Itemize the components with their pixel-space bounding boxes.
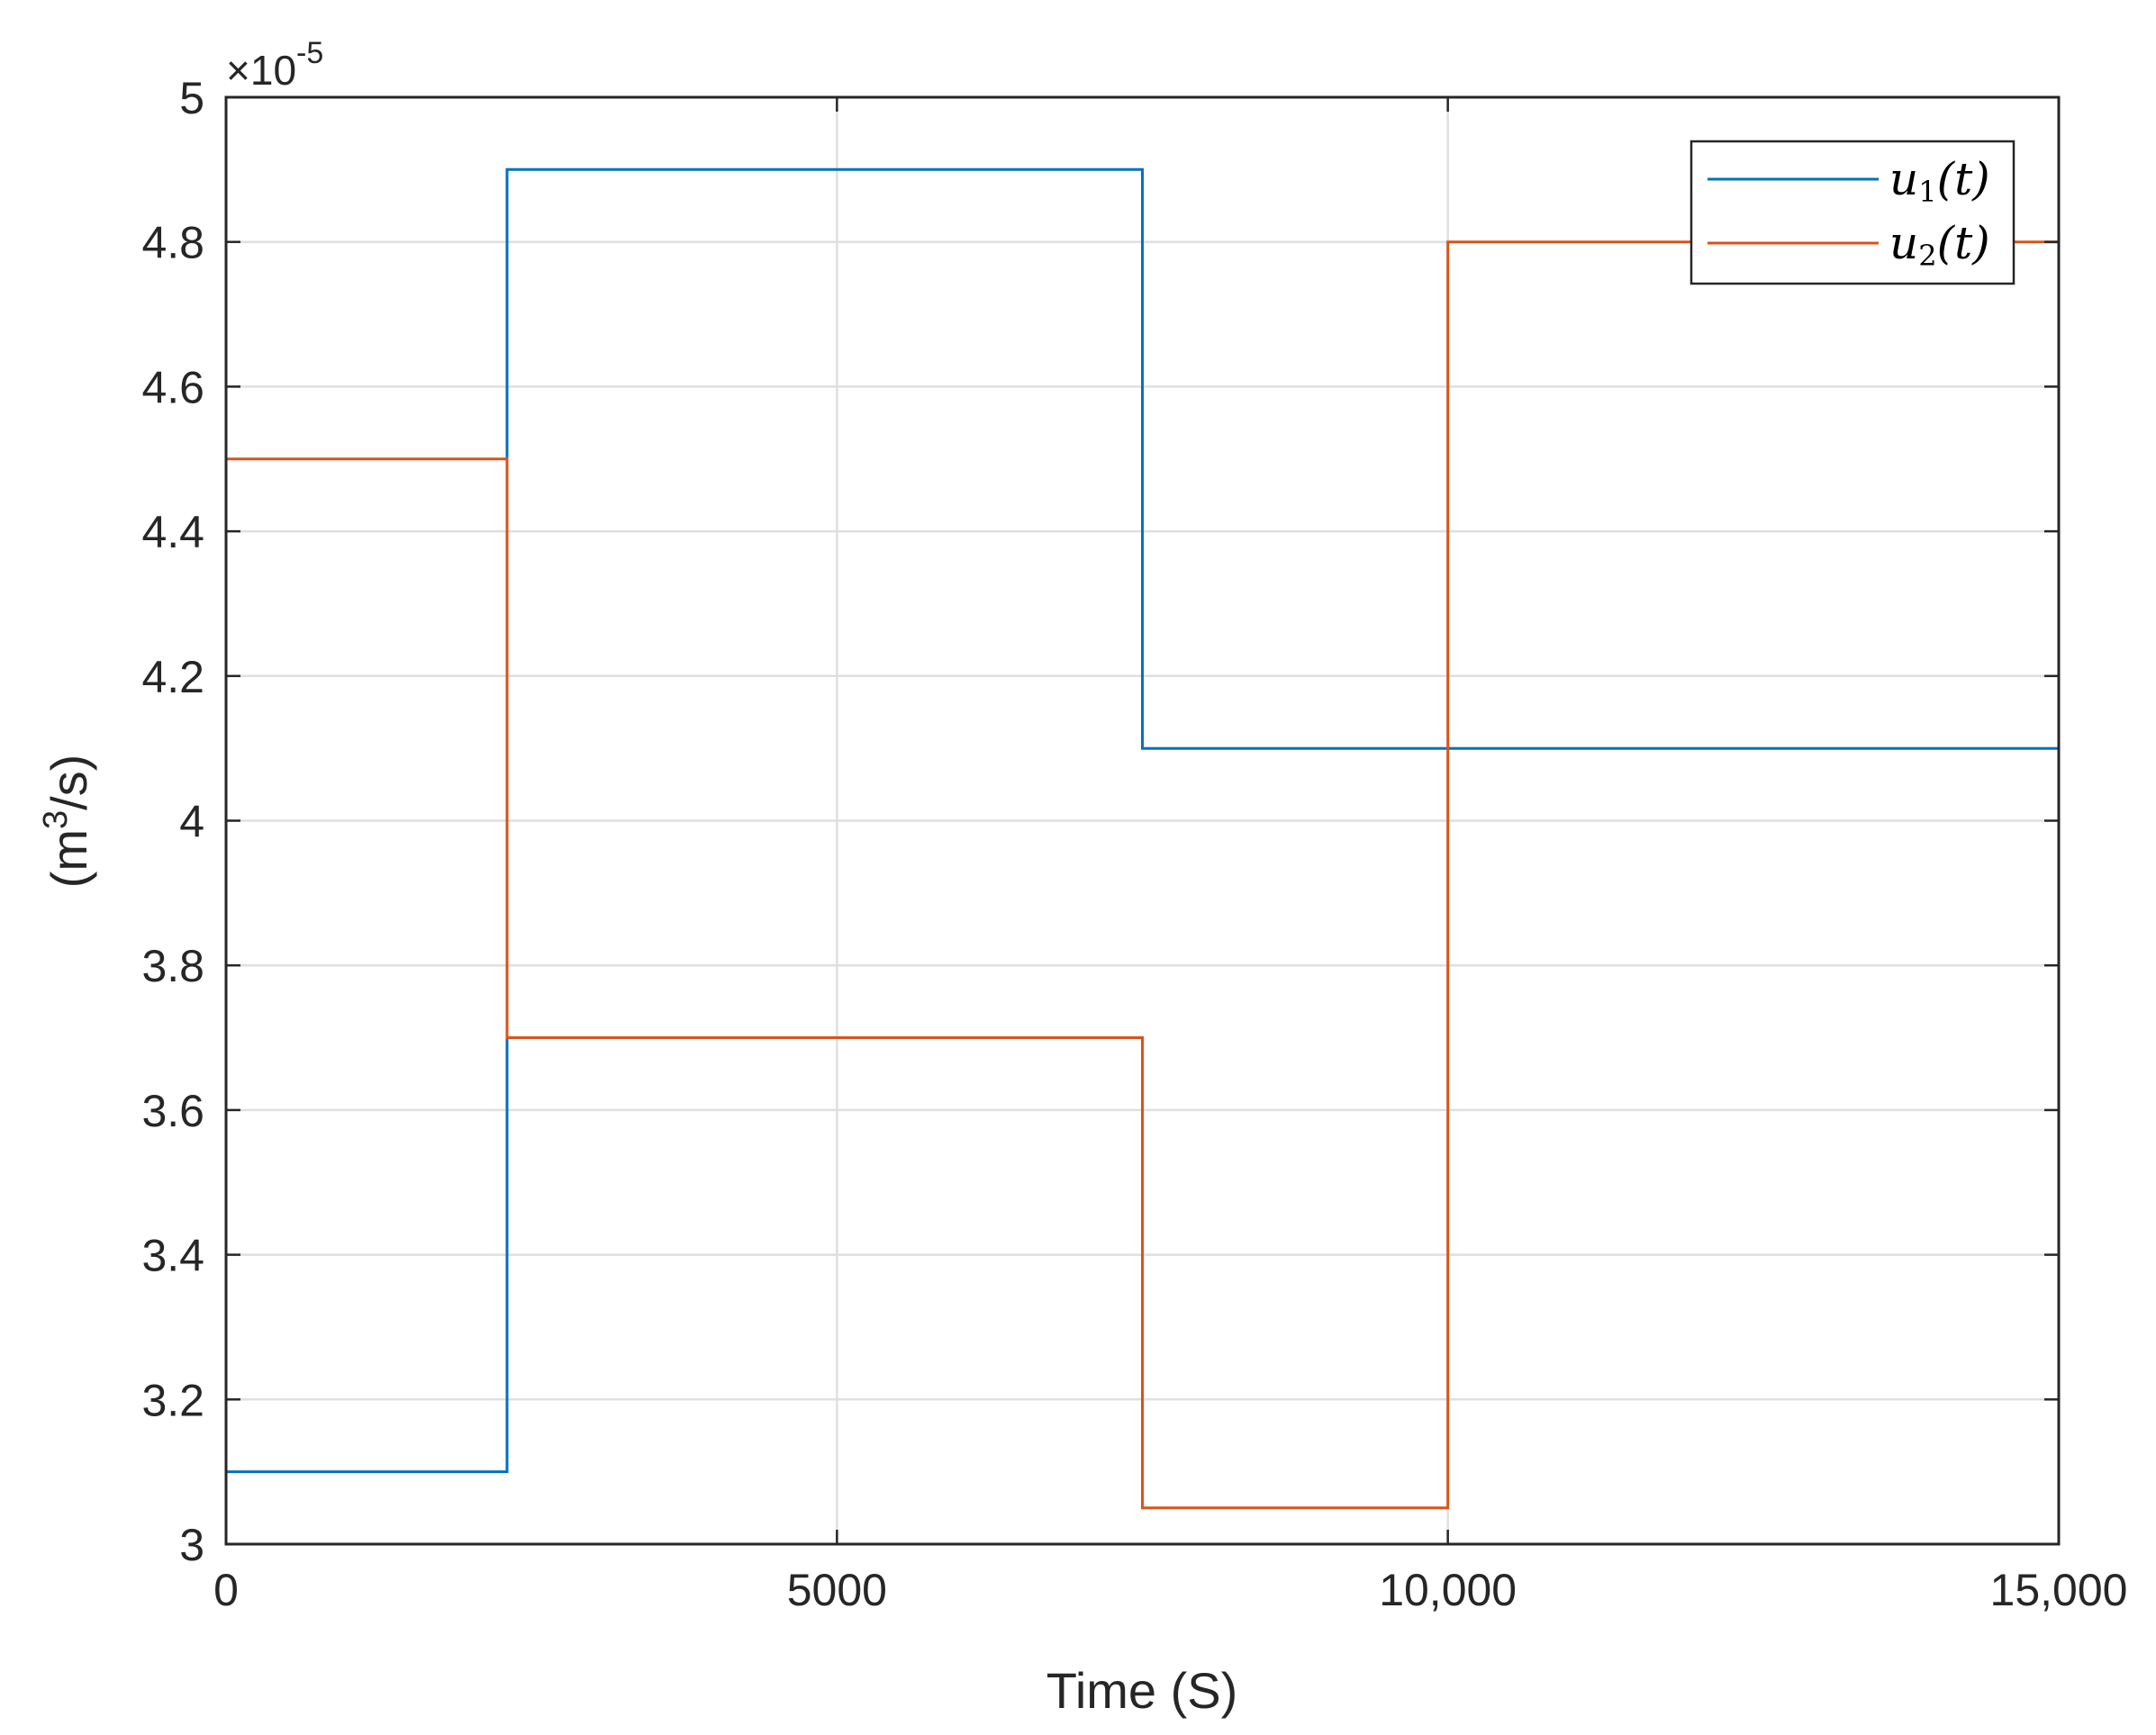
legend-label-u1-subscript: 1 bbox=[1918, 175, 1936, 209]
legend-label-u2-base: u bbox=[1889, 217, 1918, 269]
y-tick-label-7: 4.4 bbox=[141, 507, 204, 557]
legend-label-u1: u1(t) bbox=[1889, 153, 1990, 209]
x-tick-labels: 0 5000 10,000 15,000 bbox=[213, 1565, 2127, 1615]
y-axis-label-tail: /s) bbox=[41, 755, 97, 810]
y-axis-label-superscript: 3 bbox=[37, 810, 75, 829]
y-tick-label-9: 4.8 bbox=[141, 218, 204, 268]
x-tick-label-2: 10,000 bbox=[1379, 1565, 1517, 1615]
y-tick-label-0: 3 bbox=[179, 1520, 204, 1570]
legend-label-u1-base: u bbox=[1889, 153, 1918, 205]
y-axis-exponent-power: -5 bbox=[296, 36, 323, 70]
y-tick-labels: 3 3.2 3.4 3.6 3.8 4 4.2 4.4 4.6 4.8 5 bbox=[141, 73, 204, 1570]
y-tick-label-8: 4.6 bbox=[141, 362, 204, 412]
x-axis-label: Time (S) bbox=[1046, 1662, 1238, 1719]
x-tick-label-1: 5000 bbox=[787, 1565, 887, 1615]
y-tick-label-1: 3.2 bbox=[141, 1375, 204, 1425]
y-axis-exponent: ×10-5 bbox=[226, 36, 323, 94]
legend-box bbox=[1689, 140, 2016, 285]
y-tick-label-10: 5 bbox=[179, 73, 204, 123]
legend-label-u2: u2(t) bbox=[1889, 217, 1990, 273]
x-tick-label-3: 15,000 bbox=[1990, 1565, 2128, 1615]
legend-label-u1-tail: (t) bbox=[1937, 153, 1990, 205]
y-tick-label-5: 4 bbox=[179, 797, 204, 847]
y-axis-exponent-base: ×10 bbox=[226, 47, 296, 94]
axis-ticks bbox=[224, 95, 2061, 1546]
y-axis-label-main: (m bbox=[41, 829, 97, 888]
y-axis-label: (m3/s) bbox=[37, 755, 97, 889]
x-tick-label-0: 0 bbox=[213, 1565, 239, 1615]
legend-label-u2-tail: (t) bbox=[1937, 217, 1990, 269]
y-tick-label-2: 3.4 bbox=[141, 1231, 204, 1281]
legend-label-u2-subscript: 2 bbox=[1918, 239, 1936, 273]
y-tick-label-4: 3.8 bbox=[141, 941, 204, 991]
legend: u1(t) u2(t) bbox=[1689, 140, 2016, 285]
y-tick-label-6: 4.2 bbox=[141, 652, 204, 702]
y-tick-label-3: 3.6 bbox=[141, 1086, 204, 1136]
